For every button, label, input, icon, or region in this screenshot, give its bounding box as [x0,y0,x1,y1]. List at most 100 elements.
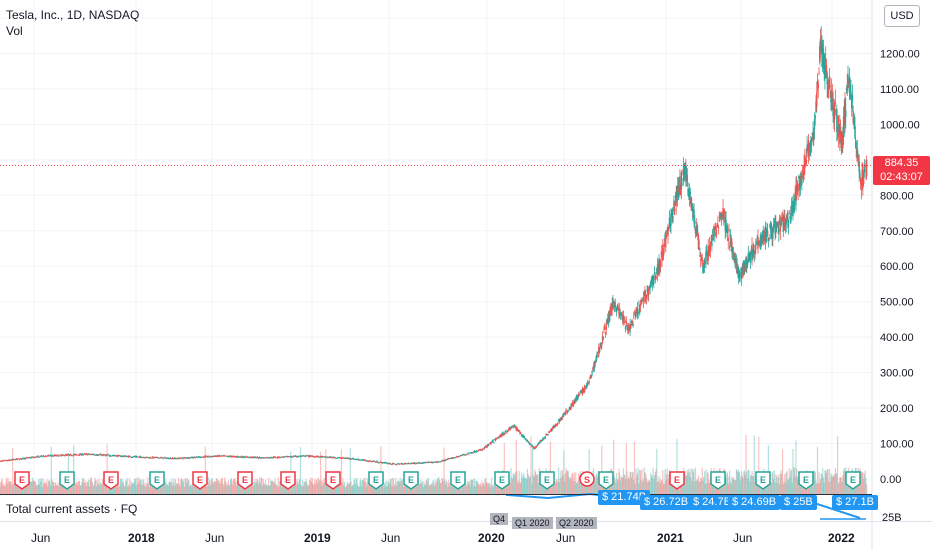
earnings-marker[interactable]: E [368,471,384,490]
candle-body [264,457,266,459]
last-price-value: 884.35 [884,157,919,169]
earnings-marker[interactable]: E [103,471,119,490]
volume-bar [781,449,784,494]
earnings-marker[interactable]: E [755,471,771,490]
volume-bar [386,485,389,494]
candle-body [184,457,186,459]
earnings-marker[interactable]: E [403,471,419,490]
volume-bar [83,482,85,494]
earnings-marker[interactable]: E [237,471,253,490]
earnings-marker[interactable]: E [149,471,165,490]
candle-body [433,461,436,463]
indicator-value-badge[interactable]: $ 27.1B [832,495,878,510]
indicator-label[interactable]: Total current assets · FQ [6,502,138,516]
candle-body [296,456,298,458]
candle-body [207,456,209,458]
volume-bar [299,446,302,494]
candle-body [363,459,365,461]
volume-legend[interactable]: Vol [6,24,23,38]
volume-bar [398,482,401,494]
candle-body [255,456,257,458]
earnings-marker[interactable]: E [325,471,341,490]
earnings-marker[interactable]: E [598,471,614,490]
candle-body [650,281,652,284]
candle-body [684,166,686,174]
volume-bar [279,480,282,494]
candle-body [503,434,506,436]
candle-body [76,454,79,456]
volume-bar [357,484,359,494]
candle-body [190,456,192,458]
volume-bar [44,482,46,494]
volume-bar [31,481,33,494]
volume-bar [822,477,825,494]
volume-bar [772,471,774,494]
candle-body [825,65,828,73]
candle-body [325,456,327,458]
volume-bar [444,479,446,494]
volume-bar [298,478,300,494]
earnings-marker[interactable]: E [539,471,555,490]
indicator-value-badge[interactable]: $ 21.74B [598,490,651,505]
candle-body [441,460,443,462]
candle-body [848,82,850,84]
candle-body [659,264,661,269]
volume-bar [79,485,81,494]
earnings-marker[interactable]: E [710,471,726,490]
candle-body [122,456,125,458]
candle-body [357,458,360,461]
candle-body [468,452,471,454]
candle-body [427,462,429,463]
candle-body [774,220,776,234]
indicator-value-badge[interactable]: $ 24.7B [689,495,735,510]
candle-body [58,454,61,456]
candle-body [131,457,134,458]
candle-body [859,172,861,178]
candle-body [594,362,596,366]
indicator-value-badge[interactable]: $ 26.72B [640,495,693,510]
volume-bar [270,479,272,494]
volume-bar [828,468,831,494]
volume-bar [790,470,792,494]
volume-bar [494,484,497,494]
volume-bar [535,474,537,494]
volume-bar [587,479,589,494]
candle-body [392,463,395,465]
earnings-marker[interactable]: E [59,471,75,490]
candle-body [308,455,311,457]
symbol-legend[interactable]: Tesla, Inc., 1D, NASDAQ [6,8,140,22]
volume-bar [189,485,191,494]
candle-body [805,159,808,164]
candle-body [509,428,511,430]
currency-button[interactable]: USD [884,5,920,27]
volume-bar [839,477,841,494]
split-marker[interactable]: S [579,471,595,487]
volume-bar [595,473,598,494]
indicator-value-badge[interactable]: $ 24.69B [728,495,781,510]
candle-body [51,455,53,457]
earnings-marker[interactable]: E [845,471,861,490]
earnings-marker[interactable]: E [280,471,296,490]
volume-bar [755,481,758,494]
earnings-marker[interactable]: E [192,471,208,490]
earnings-marker[interactable]: E [669,471,685,490]
earnings-marker[interactable]: E [798,471,814,490]
volume-bar [842,469,845,494]
volume-bar [455,484,457,494]
candle-body [313,457,316,458]
earnings-marker[interactable]: E [450,471,466,490]
volume-bar [297,484,299,494]
candle-body [84,453,87,455]
indicator-value-badge[interactable]: $ 25B [780,495,817,510]
candle-body [508,427,511,431]
volume-bar [134,478,136,494]
candle-body [345,458,348,459]
earnings-marker[interactable]: E [494,471,510,490]
candle-body [374,461,377,463]
pane-separator[interactable] [0,494,872,495]
earnings-marker[interactable]: E [14,471,30,490]
volume-bar [120,478,122,494]
candle-body [310,455,312,457]
